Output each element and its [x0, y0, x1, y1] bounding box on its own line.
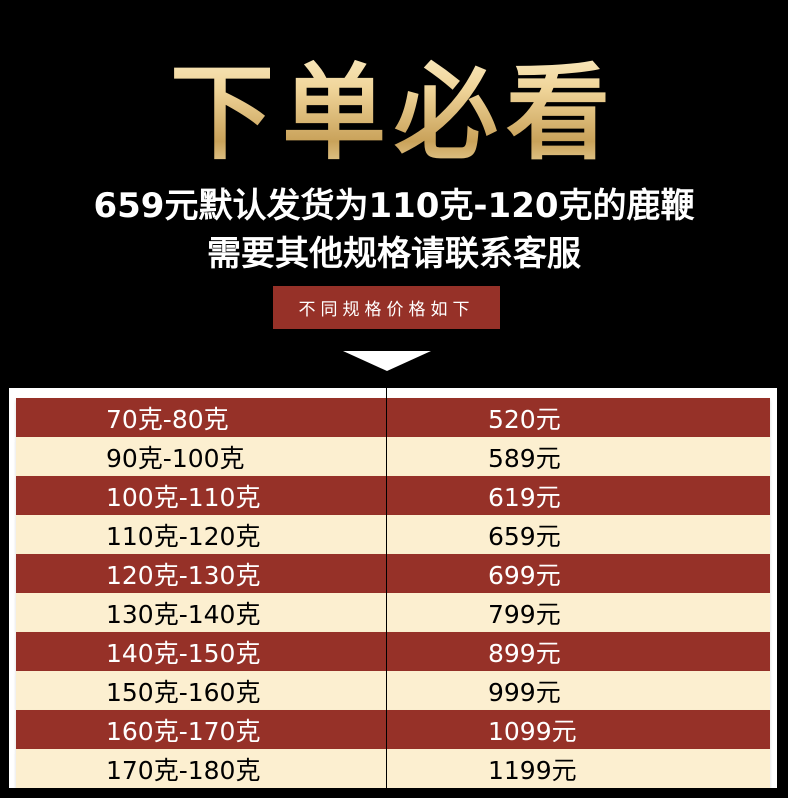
- spec-cell: 140克-150克: [106, 638, 261, 668]
- price-cell: 799元: [488, 599, 561, 629]
- spec-cell: 110克-120克: [106, 521, 261, 551]
- table-row: 160克-170克 1099元: [16, 710, 770, 749]
- price-cell: 589元: [488, 443, 561, 473]
- price-cell: 1199元: [488, 755, 577, 785]
- table-row: 90克-100克 589元: [16, 437, 770, 476]
- table-row: 110克-120克 659元: [16, 515, 770, 554]
- notice-line-1: 659元默认发货为110克-120克的鹿鞭: [93, 186, 695, 226]
- table-row: 130克-140克 799元: [16, 593, 770, 632]
- price-cell: 1099元: [488, 716, 577, 746]
- table-row: 150克-160克 999元: [16, 671, 770, 710]
- price-cell: 520元: [488, 404, 561, 434]
- spec-cell: 130克-140克: [106, 599, 261, 629]
- price-cell: 699元: [488, 560, 561, 590]
- price-table: 70克-80克 520元 90克-100克 589元 100克-110克 619元 110克…: [9, 388, 777, 798]
- table-row: 70克-80克 520元: [16, 398, 770, 437]
- spec-cell: 90克-100克: [106, 443, 245, 473]
- arrow-down-icon: [343, 351, 431, 371]
- price-list-badge: 不同规格价格如下: [273, 286, 500, 329]
- table-row: 140克-150克 899元: [16, 632, 770, 671]
- spec-cell: 160克-170克: [106, 716, 261, 746]
- spec-cell: 120克-130克: [106, 560, 261, 590]
- price-cell: 619元: [488, 482, 561, 512]
- price-cell: 899元: [488, 638, 561, 668]
- column-divider: [386, 388, 387, 798]
- spec-cell: 70克-80克: [106, 404, 229, 434]
- page-title: 下单必看: [0, 28, 788, 179]
- spec-cell: 150克-160克: [106, 677, 261, 707]
- price-cell: 659元: [488, 521, 561, 551]
- notice-line-2: 需要其他规格请联系客服: [207, 234, 581, 274]
- price-cell: 999元: [488, 677, 561, 707]
- table-row: 100克-110克 619元: [16, 476, 770, 515]
- spec-cell: 170克-180克: [106, 755, 261, 785]
- table-row: 120克-130克 699元: [16, 554, 770, 593]
- table-row: 170克-180克 1199元: [16, 749, 770, 788]
- spec-cell: 100克-110克: [106, 482, 261, 512]
